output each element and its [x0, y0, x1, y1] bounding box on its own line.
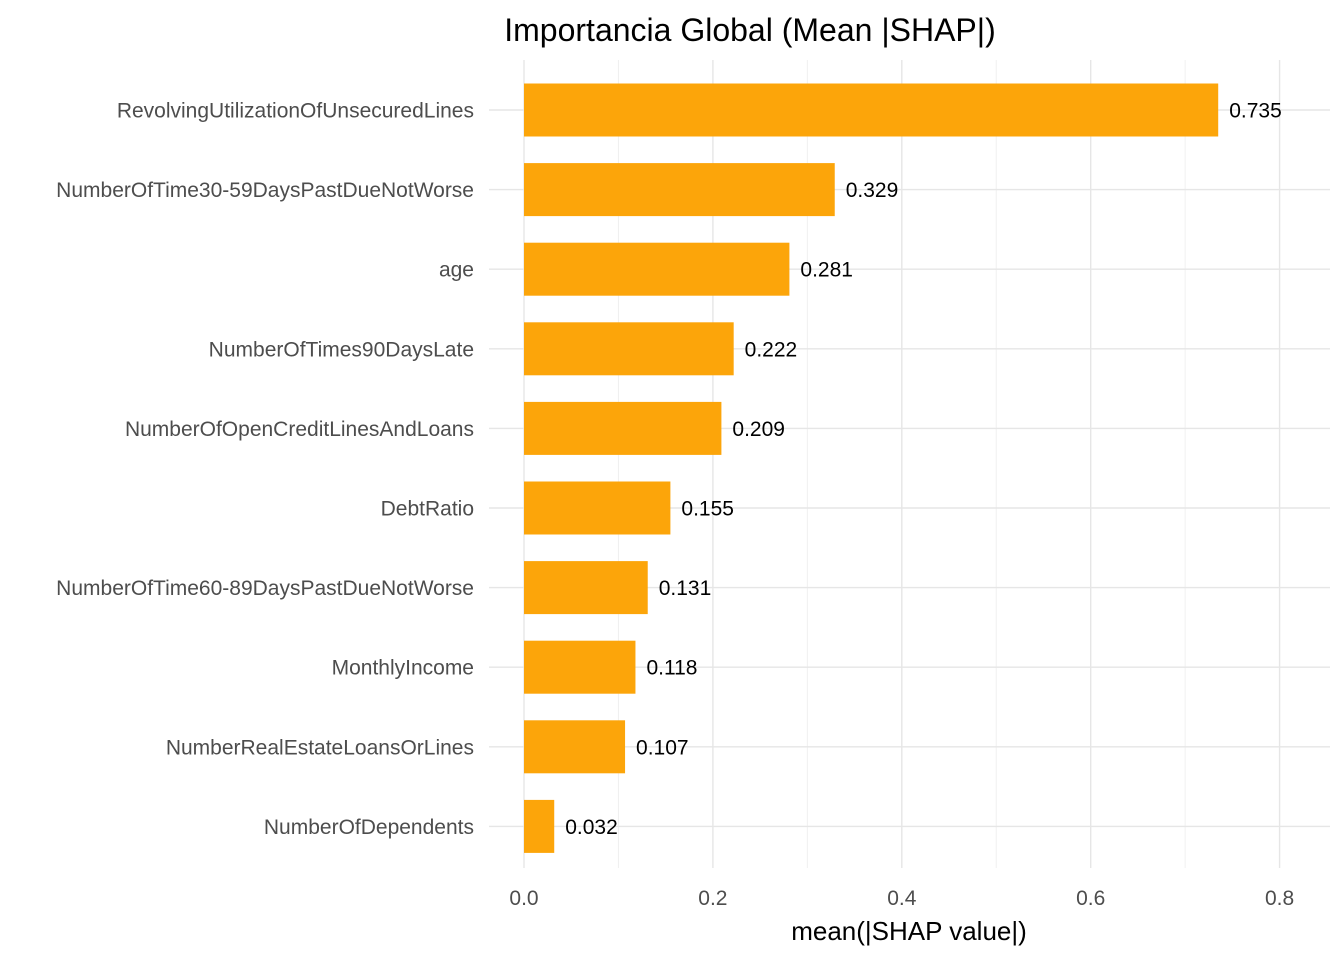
- x-tick-label: 0.0: [509, 887, 538, 910]
- y-tick-label: NumberOfOpenCreditLinesAndLoans: [125, 418, 474, 441]
- bar: [524, 242, 790, 296]
- bar: [524, 83, 1219, 137]
- bar: [524, 720, 626, 774]
- data-label: 0.222: [745, 338, 798, 361]
- bar: [524, 401, 722, 455]
- bar: [524, 640, 636, 694]
- bar: [524, 561, 648, 615]
- data-label: 0.155: [681, 498, 734, 521]
- x-tick-label: 0.8: [1265, 887, 1294, 910]
- bar: [524, 799, 555, 853]
- y-tick-label: DebtRatio: [381, 498, 474, 521]
- y-tick-label: NumberOfDependents: [264, 816, 474, 839]
- category-labels: RevolvingUtilizationOfUnsecuredLines Numb…: [56, 100, 474, 839]
- y-tick-label: NumberOfTime60-89DaysPastDueNotWorse: [56, 577, 474, 600]
- chart-title: Importancia Global (Mean |SHAP|): [504, 12, 995, 48]
- data-label: 0.118: [646, 657, 697, 680]
- y-tick-label: NumberOfTime30-59DaysPastDueNotWorse: [56, 179, 474, 202]
- bar: [524, 163, 835, 217]
- bar-series: [524, 83, 1219, 853]
- x-tick-label: 0.4: [887, 887, 917, 910]
- data-label: 0.131: [659, 577, 712, 600]
- data-label: 0.735: [1229, 100, 1282, 123]
- data-label: 0.107: [636, 736, 689, 759]
- data-label: 0.209: [732, 418, 785, 441]
- bar: [524, 481, 671, 535]
- x-tick-label: 0.6: [1076, 887, 1105, 910]
- y-tick-label: RevolvingUtilizationOfUnsecuredLines: [117, 100, 474, 123]
- data-label: 0.032: [565, 816, 618, 839]
- y-tick-label: NumberOfTimes90DaysLate: [209, 338, 474, 361]
- data-label: 0.281: [800, 259, 853, 282]
- x-tick-label: 0.2: [698, 887, 727, 910]
- x-axis-ticks: 0.0 0.2 0.4 0.6 0.8: [509, 887, 1294, 910]
- bar: [524, 322, 734, 376]
- data-label: 0.329: [846, 179, 899, 202]
- y-tick-label: NumberRealEstateLoansOrLines: [166, 736, 474, 759]
- x-axis-title: mean(|SHAP value|): [791, 916, 1027, 946]
- y-tick-label: MonthlyIncome: [332, 657, 474, 680]
- value-labels: 0.735 0.329 0.281 0.222 0.209 0.155 0.131 0.118…: [565, 100, 1282, 839]
- y-tick-label: age: [439, 259, 474, 282]
